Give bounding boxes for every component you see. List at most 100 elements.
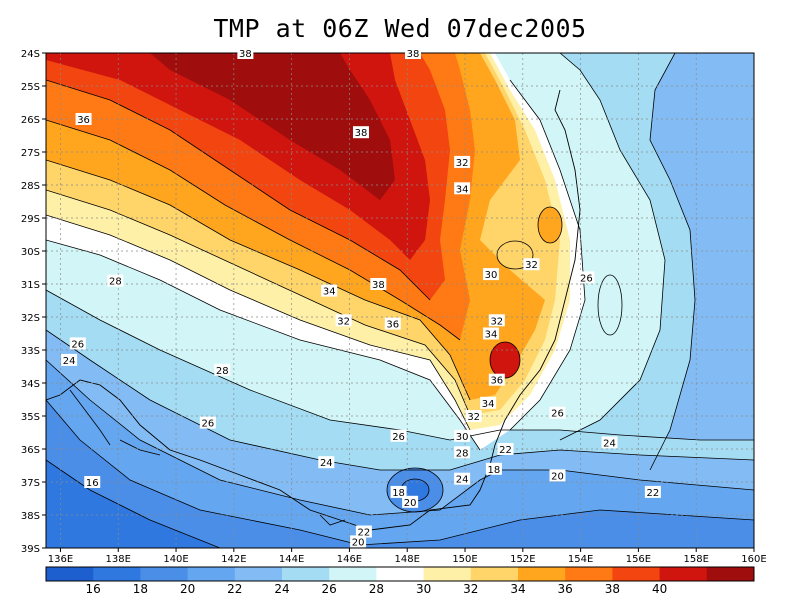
contour-label-bg	[390, 429, 407, 442]
contour-label-text: 38	[355, 128, 368, 139]
lon-tick-label: 150E	[452, 554, 477, 565]
colorbar-swatch	[187, 567, 236, 581]
contour-label-text: 18	[488, 465, 501, 476]
colorbar-swatch	[423, 567, 472, 581]
cool-cell-offshore	[598, 275, 622, 335]
contour-label: 34	[483, 327, 500, 341]
colorbar-label: 24	[274, 582, 289, 596]
contour-label-bg	[483, 327, 500, 340]
contour-label-bg	[355, 525, 372, 538]
contour-label-text: 22	[358, 528, 371, 539]
contour-label: 28	[214, 363, 231, 377]
colorbar-label: 18	[133, 582, 148, 596]
lat-tick-label: 38S	[21, 511, 40, 522]
colorbar-swatch	[612, 567, 661, 581]
contour-label-bg	[454, 155, 471, 168]
lat-tick-label: 34S	[21, 379, 40, 390]
contour-label: 38	[352, 126, 369, 139]
lon-tick-label: 144E	[279, 554, 304, 565]
contour-label-text: 18	[392, 488, 405, 499]
warm-cell-coast	[538, 207, 562, 243]
contour-label-bg	[107, 274, 124, 287]
lat-tick-label: 25S	[21, 82, 40, 93]
lat-tick-label: 32S	[21, 313, 40, 324]
contour-label: 26	[549, 406, 566, 420]
contour-label: 26	[69, 337, 86, 350]
contour-label-text: 30	[456, 432, 469, 443]
lon-tick-label: 140E	[163, 554, 188, 565]
contour-label-bg	[497, 443, 514, 455]
contour-label: 22	[497, 443, 514, 456]
contour-label-text: 32	[525, 260, 538, 271]
colorbar-swatch	[565, 567, 613, 581]
cold-cell-core	[401, 479, 429, 501]
lat-tick-label: 31S	[21, 280, 40, 291]
lon-tick-label: 142E	[221, 554, 246, 565]
contour-label: 20	[549, 469, 566, 482]
contour-label: 28	[107, 274, 124, 288]
colorbar-label: 38	[605, 582, 620, 596]
contour-label-bg	[370, 278, 387, 290]
map-frame	[45, 52, 755, 549]
contour-label: 26	[199, 416, 216, 430]
contour-label-text: 32	[467, 412, 480, 423]
contour-label-text: 28	[216, 366, 229, 377]
band-22-east	[650, 53, 754, 470]
coast-detail	[69, 389, 346, 526]
contour-label: 32	[454, 155, 471, 169]
contour-label: 18	[390, 485, 407, 499]
contour-label-bg	[454, 429, 471, 442]
contour-label-bg	[465, 410, 482, 422]
contour-label-bg	[454, 472, 471, 485]
contour-label: 26	[578, 271, 595, 284]
contour-label-text: 26	[392, 432, 405, 443]
contour-label: 22	[355, 525, 372, 539]
lat-axis: 24S 25S 26S 27S 28S 29S 30S 31S 32S 33S 34S 35S 36S 3…	[21, 49, 46, 555]
contour-label: 20	[350, 535, 367, 548]
contour-label-text: 36	[490, 376, 503, 387]
contour-label: 16	[84, 476, 101, 489]
contour-label-bg	[321, 284, 338, 297]
colorbar-label: 16	[86, 582, 101, 596]
contour-label-text: 36	[77, 115, 90, 126]
colorbar-swatch	[234, 567, 283, 581]
contour-label-text: 20	[551, 471, 564, 482]
contour-label: 38	[237, 47, 254, 60]
contour-label: 18	[485, 462, 502, 476]
contour-label-text: 28	[109, 277, 122, 288]
band-16-south	[46, 460, 220, 548]
contour-label-text: 24	[63, 356, 76, 367]
contour-label-text: 30	[485, 270, 498, 281]
contour-label-text: 34	[482, 399, 495, 410]
contour-label-bg	[199, 416, 216, 429]
contour-label-text: 36	[386, 320, 399, 331]
lat-tick-label: 39S	[21, 544, 40, 555]
colorbar-label: 32	[463, 582, 478, 596]
contour-label: 28	[454, 446, 471, 459]
contour-label: 36	[75, 113, 92, 126]
contour-label-bg	[485, 462, 502, 475]
contour-label-bg	[237, 47, 254, 59]
contour-label-bg	[480, 396, 497, 409]
lon-tick-label: 160E	[741, 554, 766, 565]
contour-label-text: 20	[404, 498, 417, 509]
contour-label-bg	[335, 314, 352, 327]
contour-label-bg	[578, 271, 595, 284]
contour-label-text: 32	[490, 316, 503, 327]
contour-label: 34	[480, 396, 497, 410]
contour-label-bg	[61, 353, 78, 366]
contour-label-bg	[402, 495, 419, 508]
colorbar-swatch	[706, 567, 755, 581]
contour-label-bg	[523, 258, 540, 271]
coastline	[46, 89, 581, 531]
contour-label: 26	[390, 429, 407, 443]
lat-tick-label: 27S	[21, 148, 40, 159]
lon-tick-label: 152E	[510, 554, 535, 565]
contour-label-bg	[384, 317, 401, 330]
contour-label: 20	[402, 495, 419, 509]
colorbar-swatch	[518, 567, 566, 581]
lon-tick-label: 148E	[395, 554, 420, 565]
colorbar-label: 20	[180, 582, 195, 596]
contour-label-bg	[454, 182, 471, 195]
